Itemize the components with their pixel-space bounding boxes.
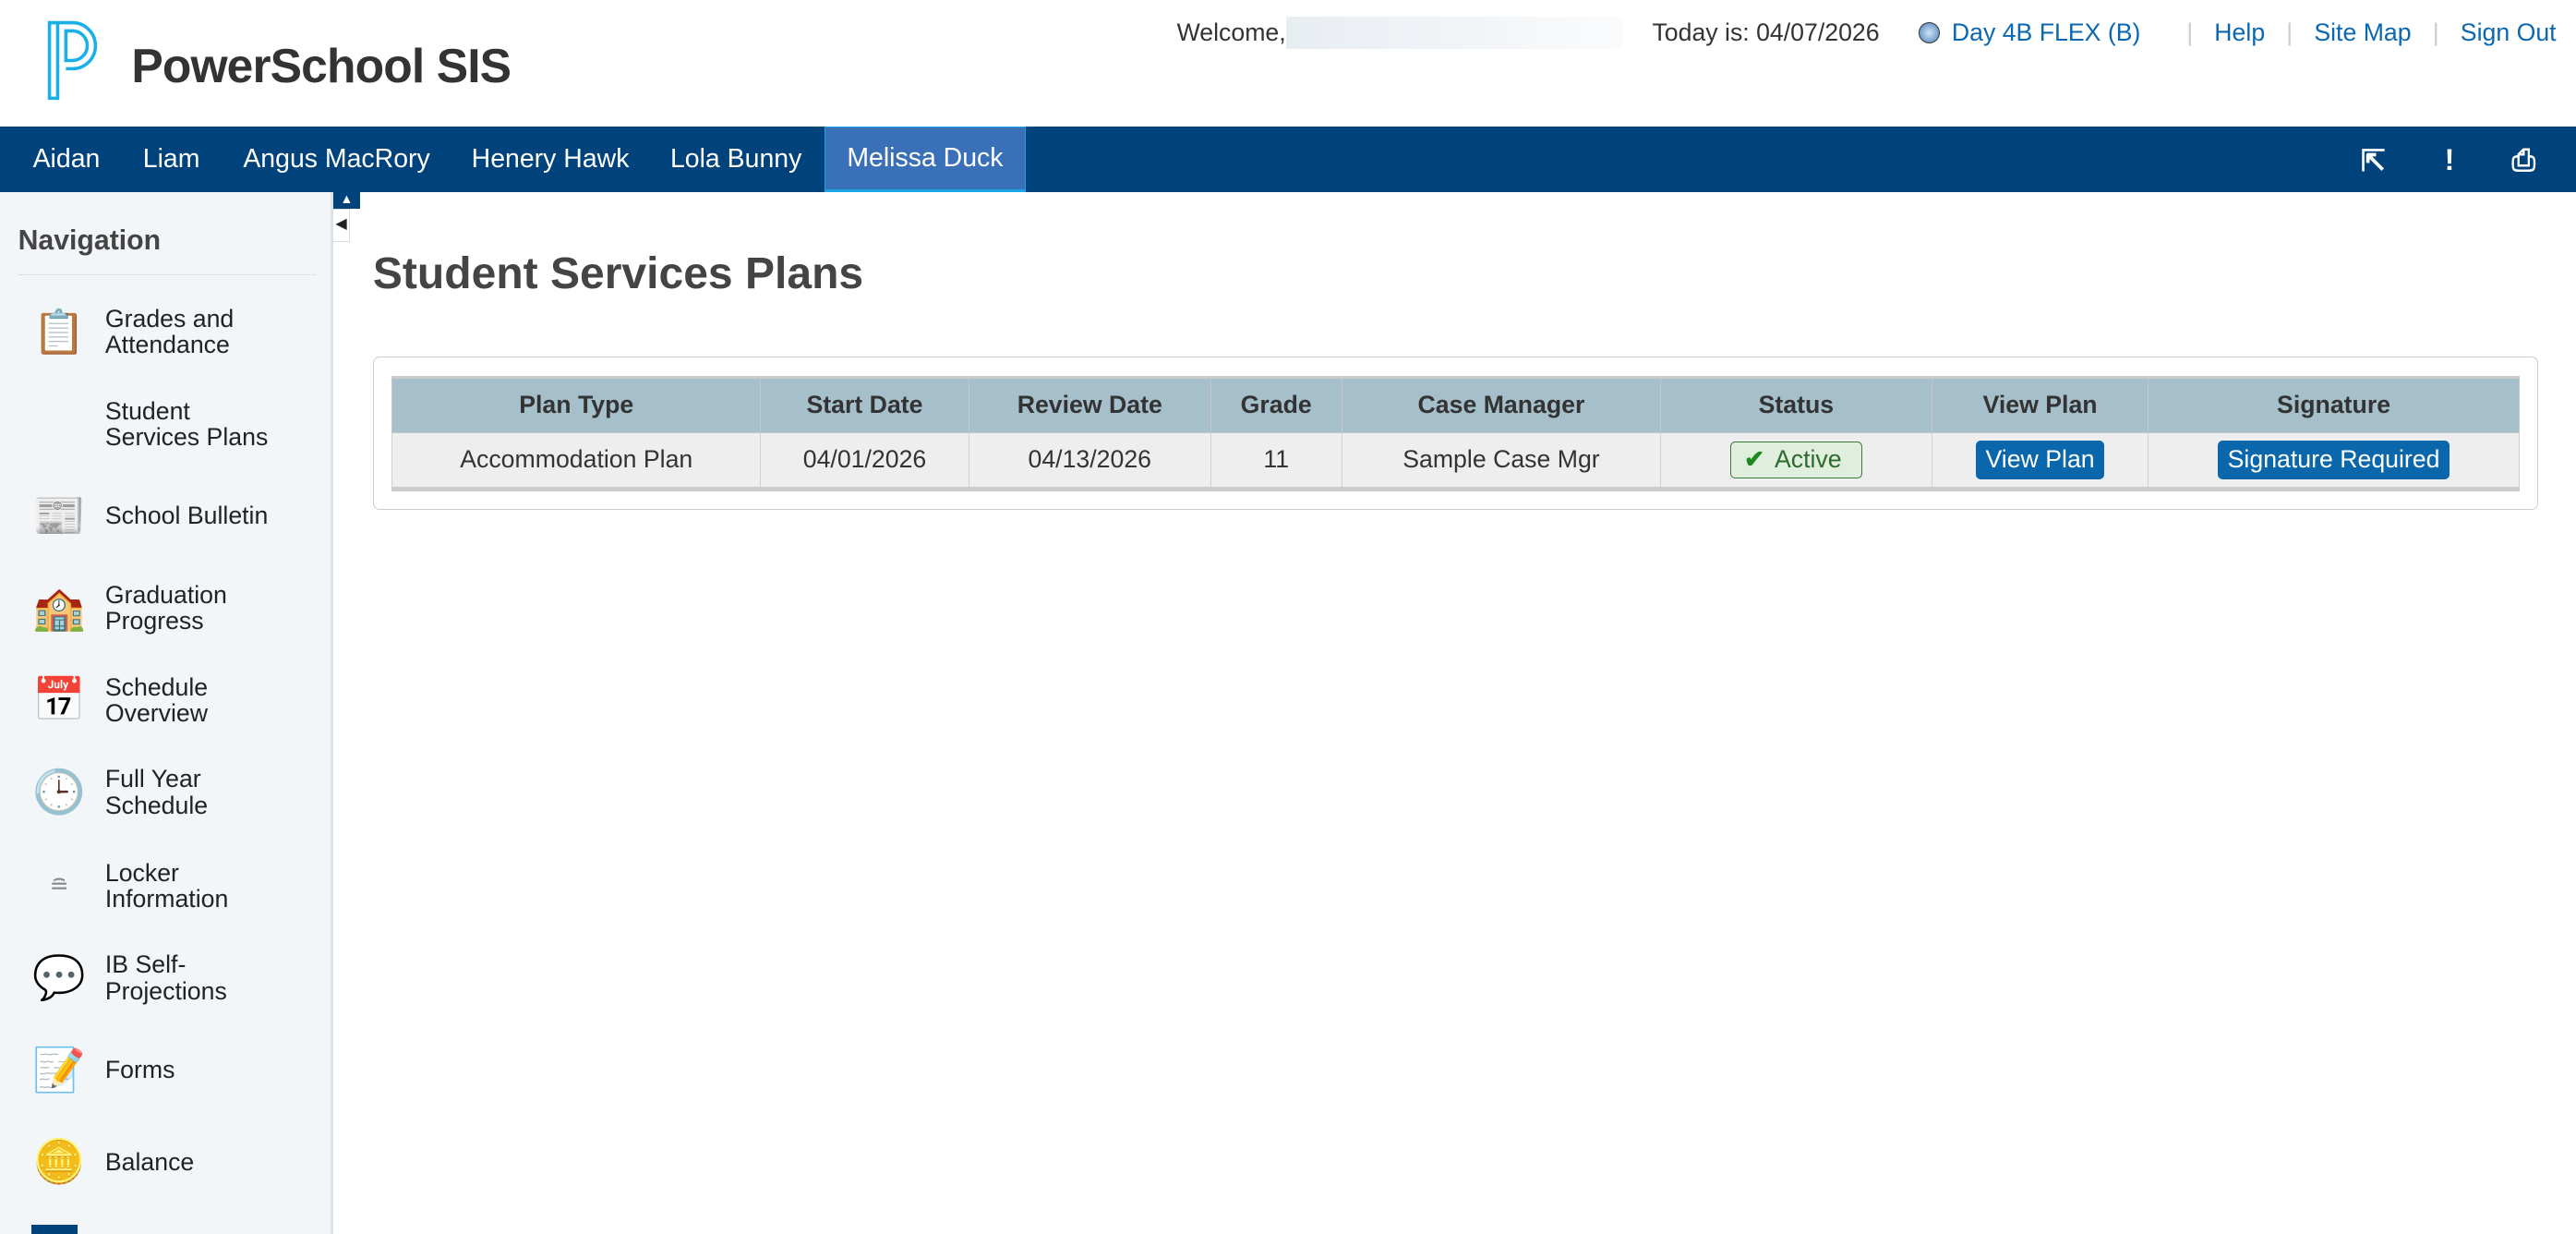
nav-label: Services Plans [104,423,269,452]
student-tab-lola-bunny[interactable]: Lola Bunny [669,144,802,174]
sidebar: Navigation 📋 Grades and Attendance Student… [0,192,334,1234]
review-date-cell: 04/13/2026 [968,432,1211,491]
current-day-link[interactable]: Day 4B FLEX (B) [1951,18,2141,47]
alert-icon[interactable]: ! [2444,142,2455,176]
nav-label: Student [104,396,190,425]
nav-label: Graduation [104,580,227,609]
student-tab-angus-macrory[interactable]: Angus MacRory [243,144,430,174]
nav-label: Projections [104,976,227,1005]
nav-locker-information[interactable]: ≘ Locker Information [26,850,321,922]
nav-label: Schedule [104,791,209,819]
open-new-window-icon[interactable]: ⇱ [2360,143,2386,177]
nav-label: Grades and [104,304,235,333]
nav-graduation-progress[interactable]: 🏫 Graduation Progress [26,572,321,644]
col-plan-type: Plan Type [391,375,762,434]
plans-table: Plan Type Start Date Review Date Grade C… [391,375,2520,491]
col-view-plan: View Plan [1931,375,2149,434]
student-tab-henery-hawk[interactable]: Henery Hawk [471,144,630,174]
divider [18,274,316,275]
table-header-row: Plan Type Start Date Review Date Grade C… [391,375,2520,434]
student-tabs: Aidan Liam Angus MacRory Henery Hawk Lol… [0,127,2576,193]
bulletin-icon: 📰 [32,491,86,540]
col-status: Status [1660,375,1932,434]
nav-label: Attendance [104,331,230,359]
speech-bubble-icon: 💬 [32,953,86,1002]
view-plan-cell: View Plan [1931,432,2149,491]
col-grade: Grade [1210,375,1342,434]
divider: | [2186,18,2194,47]
view-plan-button[interactable]: View Plan [1975,441,2105,479]
nav-full-year-schedule[interactable]: 🕒 Full Year Schedule [26,756,321,828]
nav-student-services-plans[interactable]: Student Services Plans [26,388,321,460]
schedule-clock-icon: 🕒 [32,768,86,817]
powerschool-logo[interactable]: PowerSchool SIS [46,19,512,102]
nav-label: IB Self- [104,950,187,979]
nav-label: School Bulletin [104,502,269,530]
case-manager-cell: Sample Case Mgr [1341,432,1662,491]
checkmark-icon: ✔ [1743,445,1765,474]
next-nav-icon-partial [30,1224,78,1234]
redacted-user-name [1285,16,1623,50]
nav-label: Progress [104,607,204,635]
collapse-up-icon[interactable]: ▲ [333,192,360,209]
nav-label: Forms [104,1056,175,1084]
welcome-text: Welcome, [1176,18,1286,47]
plan-type-cell: Accommodation Plan [391,432,762,491]
grade-cell: 11 [1210,432,1342,491]
powerschool-p-icon [47,21,97,101]
print-icon[interactable]: ⎙ [2511,142,2536,176]
table-row: Accommodation Plan 04/01/2026 04/13/2026… [391,432,2520,491]
student-tab-aidan[interactable]: Aidan [32,144,101,174]
nav-label: Full Year [104,765,201,793]
col-review-date: Review Date [968,375,1211,434]
sign-out-link[interactable]: Sign Out [2460,18,2557,47]
site-map-link[interactable]: Site Map [2314,18,2412,47]
coins-icon: 🪙 [32,1137,86,1186]
status-badge: ✔ Active [1729,441,1862,478]
lock-icon: ≘ [49,873,69,900]
start-date-cell: 04/01/2026 [760,432,969,491]
col-signature: Signature [2148,375,2520,434]
nav-schedule-overview[interactable]: 📅 Schedule Overview [26,664,321,736]
status-text: Active [1774,445,1842,474]
student-tab-melissa-duck[interactable]: Melissa Duck [825,127,1026,193]
col-start-date: Start Date [760,375,969,434]
grades-attendance-icon: 📋 [32,307,86,356]
header: PowerSchool SIS Welcome, Today is: 04/07… [0,0,2576,127]
sidebar-collapse-toggle[interactable]: ▲ ◀ [333,192,360,242]
form-pencil-icon: 📝 [32,1045,86,1094]
nav-label: Locker [104,858,179,887]
brand-name: PowerSchool SIS [131,39,512,93]
sidebar-title: Navigation [18,224,162,256]
nav-label: Balance [104,1147,195,1176]
collapse-left-icon[interactable]: ◀ [333,208,350,242]
nav-ib-self-projections[interactable]: 💬 IB Self- Projections [26,942,321,1014]
divider: | [2286,18,2293,47]
calendar-clock-icon: 📅 [32,675,86,724]
col-case-manager: Case Manager [1341,375,1662,434]
student-tab-liam[interactable]: Liam [142,144,200,174]
nav-school-bulletin[interactable]: 📰 School Bulletin [26,480,321,552]
nav-grades-attendance[interactable]: 📋 Grades and Attendance [26,296,321,368]
divider: | [2432,18,2439,47]
nav-label: Overview [104,698,209,727]
nav-forms[interactable]: 📝 Forms [26,1034,321,1106]
clock-icon [1919,22,1941,44]
nav-label: Information [104,885,229,913]
nav-label: Schedule [104,672,209,701]
status-cell: ✔ Active [1660,432,1932,491]
help-link[interactable]: Help [2214,18,2266,47]
nav-balance[interactable]: 🪙 Balance [26,1126,321,1198]
plans-panel: Plan Type Start Date Review Date Grade C… [372,357,2538,510]
signature-required-button[interactable]: Signature Required [2217,441,2450,479]
signature-cell: Signature Required [2148,432,2520,491]
today-date: Today is: 04/07/2026 [1652,18,1880,47]
school-building-icon: 🏫 [32,583,86,632]
page-title: Student Services Plans [372,248,864,298]
